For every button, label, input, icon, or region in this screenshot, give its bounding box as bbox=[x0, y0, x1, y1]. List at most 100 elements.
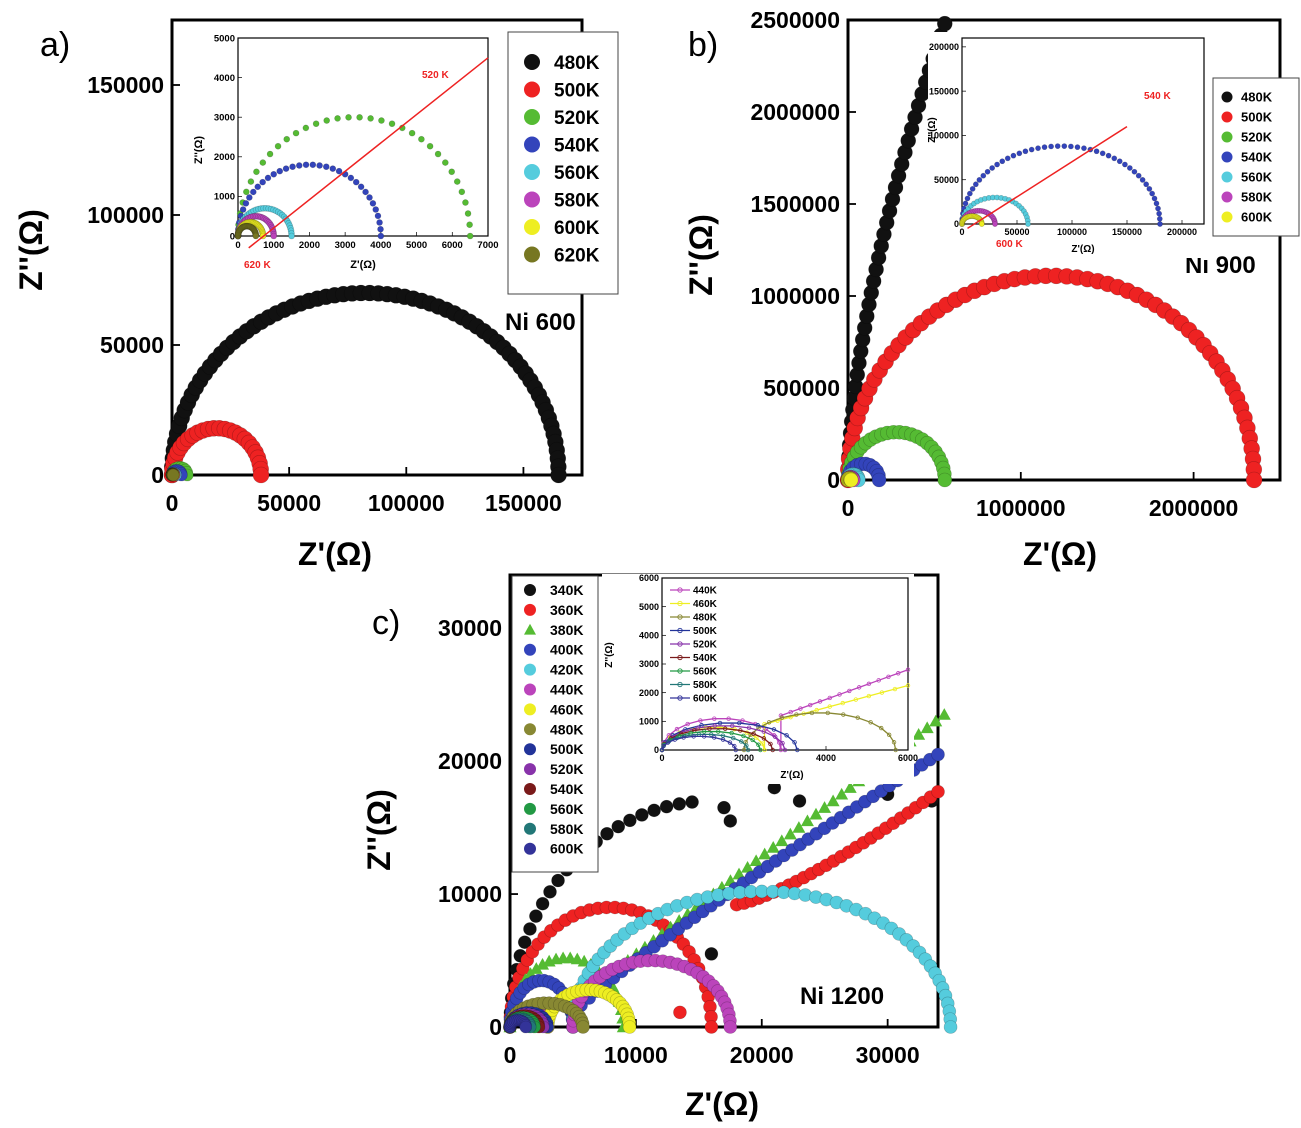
data-point-600K bbox=[519, 1020, 533, 1034]
inset-axes-ytick-label: 0 bbox=[954, 219, 959, 229]
axes-xtick-label: 10000 bbox=[604, 1042, 668, 1068]
inset-point-540K bbox=[1116, 158, 1123, 165]
legend-marker bbox=[524, 219, 540, 235]
inset-point-540K bbox=[1122, 161, 1128, 168]
inset-point-520K bbox=[266, 150, 274, 158]
inset-point-540K bbox=[1135, 172, 1142, 179]
inset-point-540K bbox=[1143, 181, 1150, 188]
legend-label: 540K bbox=[554, 135, 600, 156]
data-point-380K bbox=[766, 841, 780, 853]
inset-series-600K bbox=[661, 735, 737, 751]
inset-axes-ytick-label: 3000 bbox=[639, 659, 659, 669]
inset-point-540K bbox=[984, 168, 991, 175]
legend-label: 580K bbox=[554, 190, 600, 211]
inset-point-540K bbox=[989, 165, 996, 171]
legend-marker bbox=[524, 136, 540, 153]
inset-y-label: Z''(Ω) bbox=[193, 136, 205, 164]
data-point-380K bbox=[536, 957, 550, 970]
inset-series-600K bbox=[665, 740, 671, 745]
axes-xtick-label: 30000 bbox=[856, 1042, 920, 1068]
inset-series-560K bbox=[758, 747, 763, 753]
inset-axes-ytick-label: 0 bbox=[654, 745, 659, 755]
inset-arrow-line bbox=[248, 57, 489, 249]
inset-point-540K bbox=[976, 176, 983, 183]
inset-point-520K bbox=[408, 129, 416, 137]
legend-marker bbox=[524, 763, 536, 776]
legend-marker bbox=[524, 723, 536, 736]
legend-label: 440K bbox=[550, 682, 583, 698]
inset-series-440K bbox=[753, 721, 758, 727]
inset-series-520K bbox=[730, 723, 735, 729]
inset-point-520K bbox=[453, 178, 461, 185]
legend-marker bbox=[1221, 91, 1233, 103]
inset-axes-ytick-label: 150000 bbox=[929, 86, 959, 96]
inset-series-480K bbox=[794, 712, 799, 717]
x-axis-label: Z'(Ω) bbox=[1023, 536, 1097, 572]
inset-axes-xtick-label: 2000 bbox=[734, 753, 754, 763]
inset-point-540K bbox=[249, 188, 257, 196]
legend-marker bbox=[524, 703, 536, 716]
data-point-440K bbox=[723, 1020, 738, 1034]
inset-axes-ytick-label: 50000 bbox=[934, 175, 959, 185]
inset-legend-marker bbox=[677, 614, 683, 620]
data-point-380K bbox=[792, 821, 806, 833]
legend-marker bbox=[1221, 191, 1233, 203]
legend-marker bbox=[524, 643, 536, 656]
inset-point-520K bbox=[442, 159, 449, 166]
inset-series-600K bbox=[672, 737, 677, 742]
data-point-340K bbox=[543, 885, 557, 899]
inset-point-540K bbox=[1156, 215, 1163, 222]
legend-label: 340K bbox=[550, 582, 583, 598]
inset-series-440K bbox=[866, 681, 872, 687]
inset-point-540K bbox=[316, 162, 323, 169]
inset-legend-label: 500K bbox=[693, 626, 718, 637]
inset-point-540K bbox=[1126, 165, 1133, 171]
data-point-500K bbox=[252, 466, 270, 484]
inset-point-540K bbox=[1099, 150, 1106, 157]
inset-point-520K bbox=[345, 114, 352, 121]
inset-axes-xtick-label: 7000 bbox=[477, 240, 498, 251]
inset-legend-marker bbox=[677, 627, 683, 634]
inset-axes-xtick-label: 4000 bbox=[370, 240, 391, 251]
inset-point-520K bbox=[274, 142, 282, 150]
legend-label: 540K bbox=[550, 781, 583, 797]
data-point-340K bbox=[623, 813, 637, 828]
inset-series-460K bbox=[760, 741, 765, 746]
inset-legend-label: 460K bbox=[693, 599, 718, 610]
inset-point-520K bbox=[302, 124, 310, 132]
inset-point-540K bbox=[962, 200, 969, 207]
data-point-380K bbox=[758, 847, 772, 860]
legend-marker bbox=[524, 164, 540, 180]
inset-point-520K bbox=[356, 114, 363, 121]
inset-point-540K bbox=[309, 161, 317, 169]
inset-point-540K bbox=[347, 174, 355, 182]
inset-series-440K bbox=[876, 678, 881, 683]
legend-marker bbox=[524, 246, 540, 263]
inset-axes-ytick-label: 4000 bbox=[639, 630, 659, 640]
legend-label: 460K bbox=[550, 701, 583, 717]
legend-label: 420K bbox=[550, 662, 583, 678]
inset-series-460K bbox=[879, 690, 885, 695]
inset-series-460K bbox=[814, 707, 819, 713]
inset-series-440K bbox=[685, 721, 690, 727]
data-point-380K bbox=[809, 807, 823, 820]
legend-marker bbox=[524, 54, 540, 70]
data-point-340K bbox=[685, 795, 699, 809]
axes-xtick-label: 50000 bbox=[257, 490, 321, 516]
inset-series-480K bbox=[855, 715, 860, 720]
legend-label: 600K bbox=[554, 218, 600, 239]
data-point-380K bbox=[783, 827, 797, 840]
inset-point-540K bbox=[1155, 205, 1161, 212]
inset-point-540K bbox=[1157, 221, 1163, 227]
inset-point-520K bbox=[334, 115, 341, 122]
inset-point-560K bbox=[288, 232, 295, 240]
data-point-540K bbox=[871, 472, 887, 488]
inset-axes-ytick-label: 3000 bbox=[214, 113, 235, 124]
inset-point-520K bbox=[283, 135, 291, 143]
inset-series-480K bbox=[741, 747, 747, 753]
inset-series-480K bbox=[779, 715, 785, 720]
inset-axes-frame bbox=[961, 37, 1205, 225]
inset-series-560K bbox=[756, 742, 761, 747]
inset-axes-xtick-label: 200000 bbox=[1167, 227, 1197, 237]
